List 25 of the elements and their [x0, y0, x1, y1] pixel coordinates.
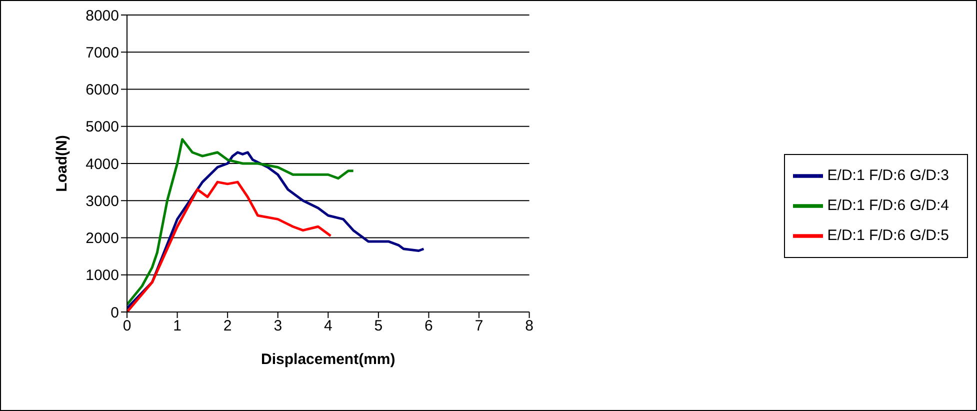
line-series [127, 180, 332, 312]
y-tick-label: 2000 [86, 230, 119, 248]
y-tick-label: 6000 [86, 82, 119, 99]
legend-label: E/D:1 F/D:6 G/D:4 [827, 196, 949, 214]
y-tick-label: 7000 [86, 44, 119, 62]
x-tick-label: 0 [122, 318, 132, 335]
y-tick-label: 4000 [86, 156, 119, 173]
legend-label: E/D:1 F/D:6 G/D:5 [827, 226, 949, 244]
line-series [127, 138, 355, 306]
x-tick-label: 5 [374, 318, 383, 335]
y-axis-title: Load(N) [53, 135, 70, 192]
y-tick-label: 0 [110, 304, 119, 322]
x-tick-label: 8 [525, 318, 534, 335]
y-tick-label: 8000 [86, 7, 119, 24]
x-tick-label: 3 [274, 318, 282, 335]
x-tick-label: 2 [223, 318, 232, 335]
y-tick-label: 5000 [86, 118, 119, 136]
y-tick-label: 1000 [86, 267, 119, 284]
x-tick-label: 1 [173, 318, 182, 335]
x-tick-label: 4 [324, 318, 332, 335]
x-tick-label: 6 [424, 318, 433, 335]
x-tick-label: 7 [474, 318, 484, 335]
y-tick-label: 3000 [86, 192, 119, 210]
x-axis-title: Displacement(mm) [261, 351, 396, 368]
legend-label: E/D:1 F/D:6 G/D:3 [827, 166, 949, 184]
